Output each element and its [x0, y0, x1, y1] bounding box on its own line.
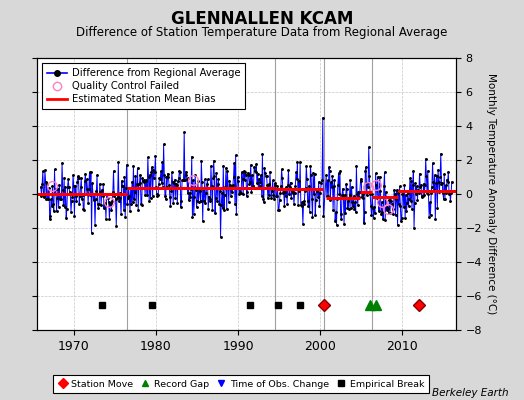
- Text: Berkeley Earth: Berkeley Earth: [432, 388, 508, 398]
- Text: Difference of Station Temperature Data from Regional Average: Difference of Station Temperature Data f…: [77, 26, 447, 39]
- Y-axis label: Monthly Temperature Anomaly Difference (°C): Monthly Temperature Anomaly Difference (…: [486, 73, 496, 315]
- Text: GLENNALLEN KCAM: GLENNALLEN KCAM: [171, 10, 353, 28]
- Legend: Station Move, Record Gap, Time of Obs. Change, Empirical Break: Station Move, Record Gap, Time of Obs. C…: [53, 375, 429, 393]
- Legend: Difference from Regional Average, Quality Control Failed, Estimated Station Mean: Difference from Regional Average, Qualit…: [42, 63, 245, 109]
